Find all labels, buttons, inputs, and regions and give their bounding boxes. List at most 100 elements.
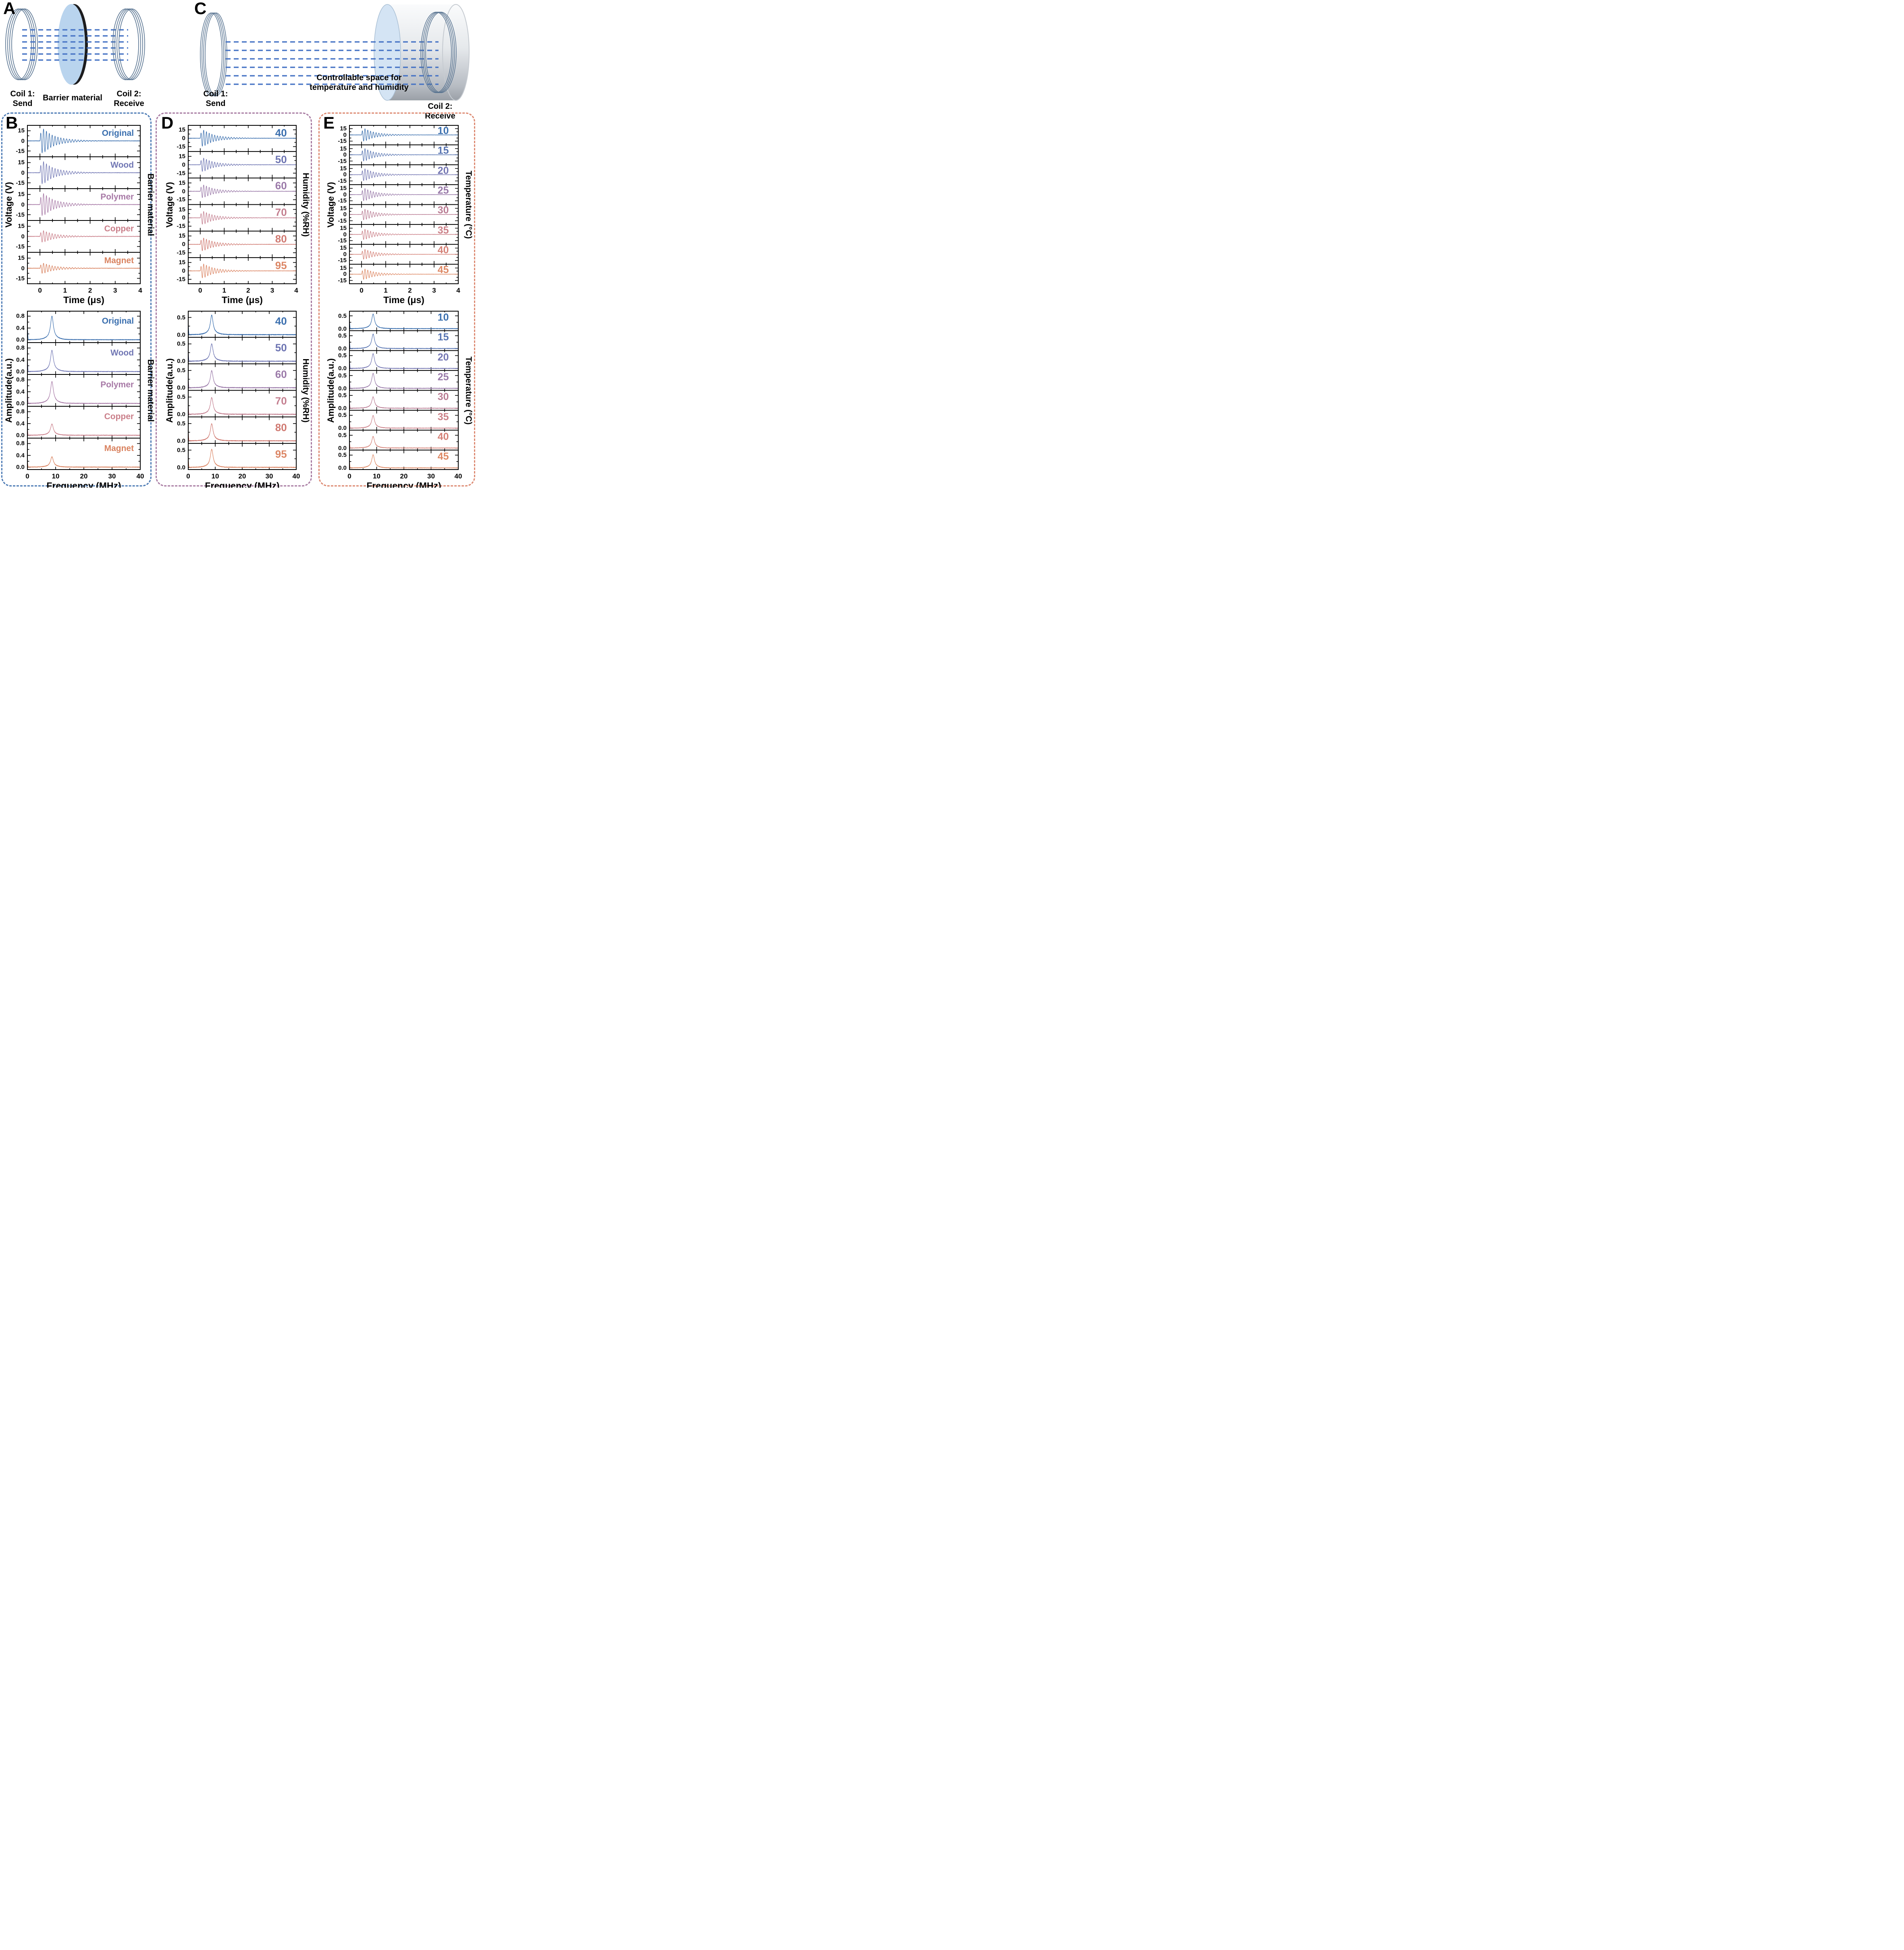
- x-axis-title: Time (μs): [63, 295, 104, 305]
- x-tick-label: 3: [270, 287, 274, 294]
- y-axis-title: Voltage (V): [4, 181, 14, 228]
- series-label-45: 45: [437, 264, 449, 276]
- x-axis-title: Frequency (MHz): [205, 480, 280, 488]
- send-coil-icon: [200, 12, 227, 96]
- y-tick-label: 15: [340, 165, 347, 172]
- panel-d-box: [156, 112, 312, 486]
- coil2-caption-c-line1: Coil 2:: [428, 102, 453, 111]
- y-tick-label: 0: [21, 233, 25, 240]
- series-label-35: 35: [437, 411, 449, 423]
- series-label-40: 40: [437, 431, 449, 443]
- y-tick-label: 15: [179, 259, 185, 266]
- y-tick-label: 0.5: [177, 340, 185, 347]
- y-tick-label: 0.0: [16, 336, 25, 343]
- y-tick-label: 0.0: [16, 368, 25, 375]
- x-tick-label: 0: [38, 287, 42, 294]
- y-tick-label: -15: [338, 257, 347, 264]
- x-axis-title: Time (μs): [222, 295, 263, 305]
- y-tick-label: 0.5: [338, 312, 347, 320]
- y-tick-label: -15: [177, 170, 185, 177]
- right-axis-title: Barrier material: [146, 173, 155, 236]
- y-tick-label: 0.0: [177, 437, 185, 445]
- panel-d-time-waveform-canvas: [188, 125, 297, 284]
- series-label-15: 15: [437, 145, 449, 156]
- x-tick-label: 4: [138, 287, 142, 294]
- series-label-30: 30: [437, 204, 449, 216]
- y-tick-label: 0.8: [16, 312, 25, 320]
- y-tick-label: 0.0: [16, 400, 25, 407]
- x-axis-title: Frequency (MHz): [366, 480, 441, 488]
- x-tick-label: 0: [360, 287, 364, 294]
- coil1-caption-c-line1: Coil 1:: [203, 89, 228, 98]
- magnetic-field-lines: [226, 41, 439, 85]
- y-tick-label: -15: [338, 137, 347, 145]
- coil1-caption-c: Coil 1: Send: [193, 89, 238, 108]
- y-tick-label: 0.8: [16, 344, 25, 351]
- x-tick-label: 0: [198, 287, 202, 294]
- series-label-30: 30: [437, 391, 449, 403]
- series-label-95: 95: [275, 448, 287, 460]
- y-tick-label: 0.5: [338, 412, 347, 419]
- y-tick-label: 0: [21, 137, 25, 144]
- climate-chamber-rim: [442, 4, 470, 101]
- y-tick-label: 0: [343, 231, 347, 238]
- series-label-60: 60: [275, 368, 287, 380]
- coil1-caption-c-line2: Send: [206, 99, 226, 108]
- panel-c-letter: C: [194, 0, 207, 18]
- y-tick-label: 15: [340, 264, 347, 272]
- series-label-40: 40: [275, 127, 287, 139]
- y-tick-label: 0.5: [338, 432, 347, 439]
- y-tick-label: 0.8: [16, 408, 25, 415]
- y-tick-label: 0.4: [16, 452, 25, 459]
- y-tick-label: 0: [343, 171, 347, 178]
- x-tick-label: 10: [211, 472, 219, 480]
- panel-b-spectrum-canvas: [27, 311, 141, 470]
- magnetic-field-lines: [22, 29, 128, 61]
- y-tick-label: -15: [338, 177, 347, 185]
- y-tick-label: 0.4: [16, 356, 25, 364]
- y-tick-label: -15: [16, 211, 25, 218]
- series-label-Magnet: Magnet: [104, 444, 134, 453]
- barrier-disc-icon: [58, 4, 85, 85]
- x-tick-label: 2: [408, 287, 412, 294]
- x-tick-label: 10: [52, 472, 60, 480]
- panel-b-spectrum-chart: Original 0.8 0.4 0.0 Wood 0.8 0.4 0.0 Polymer 0.8…: [4, 311, 155, 488]
- y-tick-label: -15: [16, 243, 25, 250]
- y-tick-label: -15: [177, 276, 185, 283]
- chamber-caption-line2: temperature and humidity: [310, 83, 409, 92]
- x-tick-label: 20: [80, 472, 88, 480]
- coil1-caption-line2: Send: [12, 99, 33, 108]
- panel-e-spectrum-chart: 10 0.5 0.0 15 0.5 0.0 20 0.5 0.0 25 0.5 0.0 30 0.5 0.0…: [326, 311, 473, 488]
- y-tick-label: -15: [16, 275, 25, 282]
- coil-barrier-diagram: [5, 4, 145, 85]
- panel-e-time-chart: 10 15 0 -15 15 15 0 -15 20 15 0 -15 25 15 0 -15 30 15 0 -15…: [326, 125, 473, 305]
- x-tick-label: 40: [292, 472, 300, 480]
- right-axis-title: Barrier material: [146, 359, 155, 422]
- panel-b-time-waveform-canvas: [27, 125, 141, 284]
- coil2-caption-c: Coil 2: Receive: [418, 102, 463, 121]
- y-tick-label: -15: [177, 222, 185, 230]
- panel-e-spectrum-canvas: [349, 311, 459, 470]
- coil2-caption-c-line2: Receive: [425, 111, 455, 121]
- panel-b-time-chart: Original 15 0 -15 Wood 15 0 -15 Polymer 15 0 -15 Cop…: [4, 125, 155, 305]
- y-tick-label: 15: [18, 254, 25, 262]
- series-label-10: 10: [437, 125, 449, 137]
- x-tick-label: 2: [88, 287, 92, 294]
- y-tick-label: 0.0: [16, 464, 25, 471]
- y-tick-label: 15: [18, 222, 25, 230]
- y-tick-label: 0.5: [177, 420, 185, 427]
- y-tick-label: 0.4: [16, 420, 25, 427]
- x-tick-label: 30: [108, 472, 116, 480]
- coil2-caption-line2: Receive: [114, 99, 144, 108]
- y-tick-label: 0.0: [338, 445, 347, 452]
- y-tick-label: 0: [182, 188, 185, 195]
- y-tick-label: 0.0: [338, 464, 347, 472]
- x-tick-label: 3: [113, 287, 117, 294]
- series-label-Original: Original: [102, 129, 134, 138]
- y-tick-label: 0: [182, 214, 185, 221]
- y-tick-label: 0: [182, 135, 185, 142]
- y-tick-label: 15: [340, 225, 347, 232]
- y-tick-label: 0: [21, 265, 25, 272]
- x-tick-label: 0: [25, 472, 29, 480]
- series-label-20: 20: [437, 351, 449, 363]
